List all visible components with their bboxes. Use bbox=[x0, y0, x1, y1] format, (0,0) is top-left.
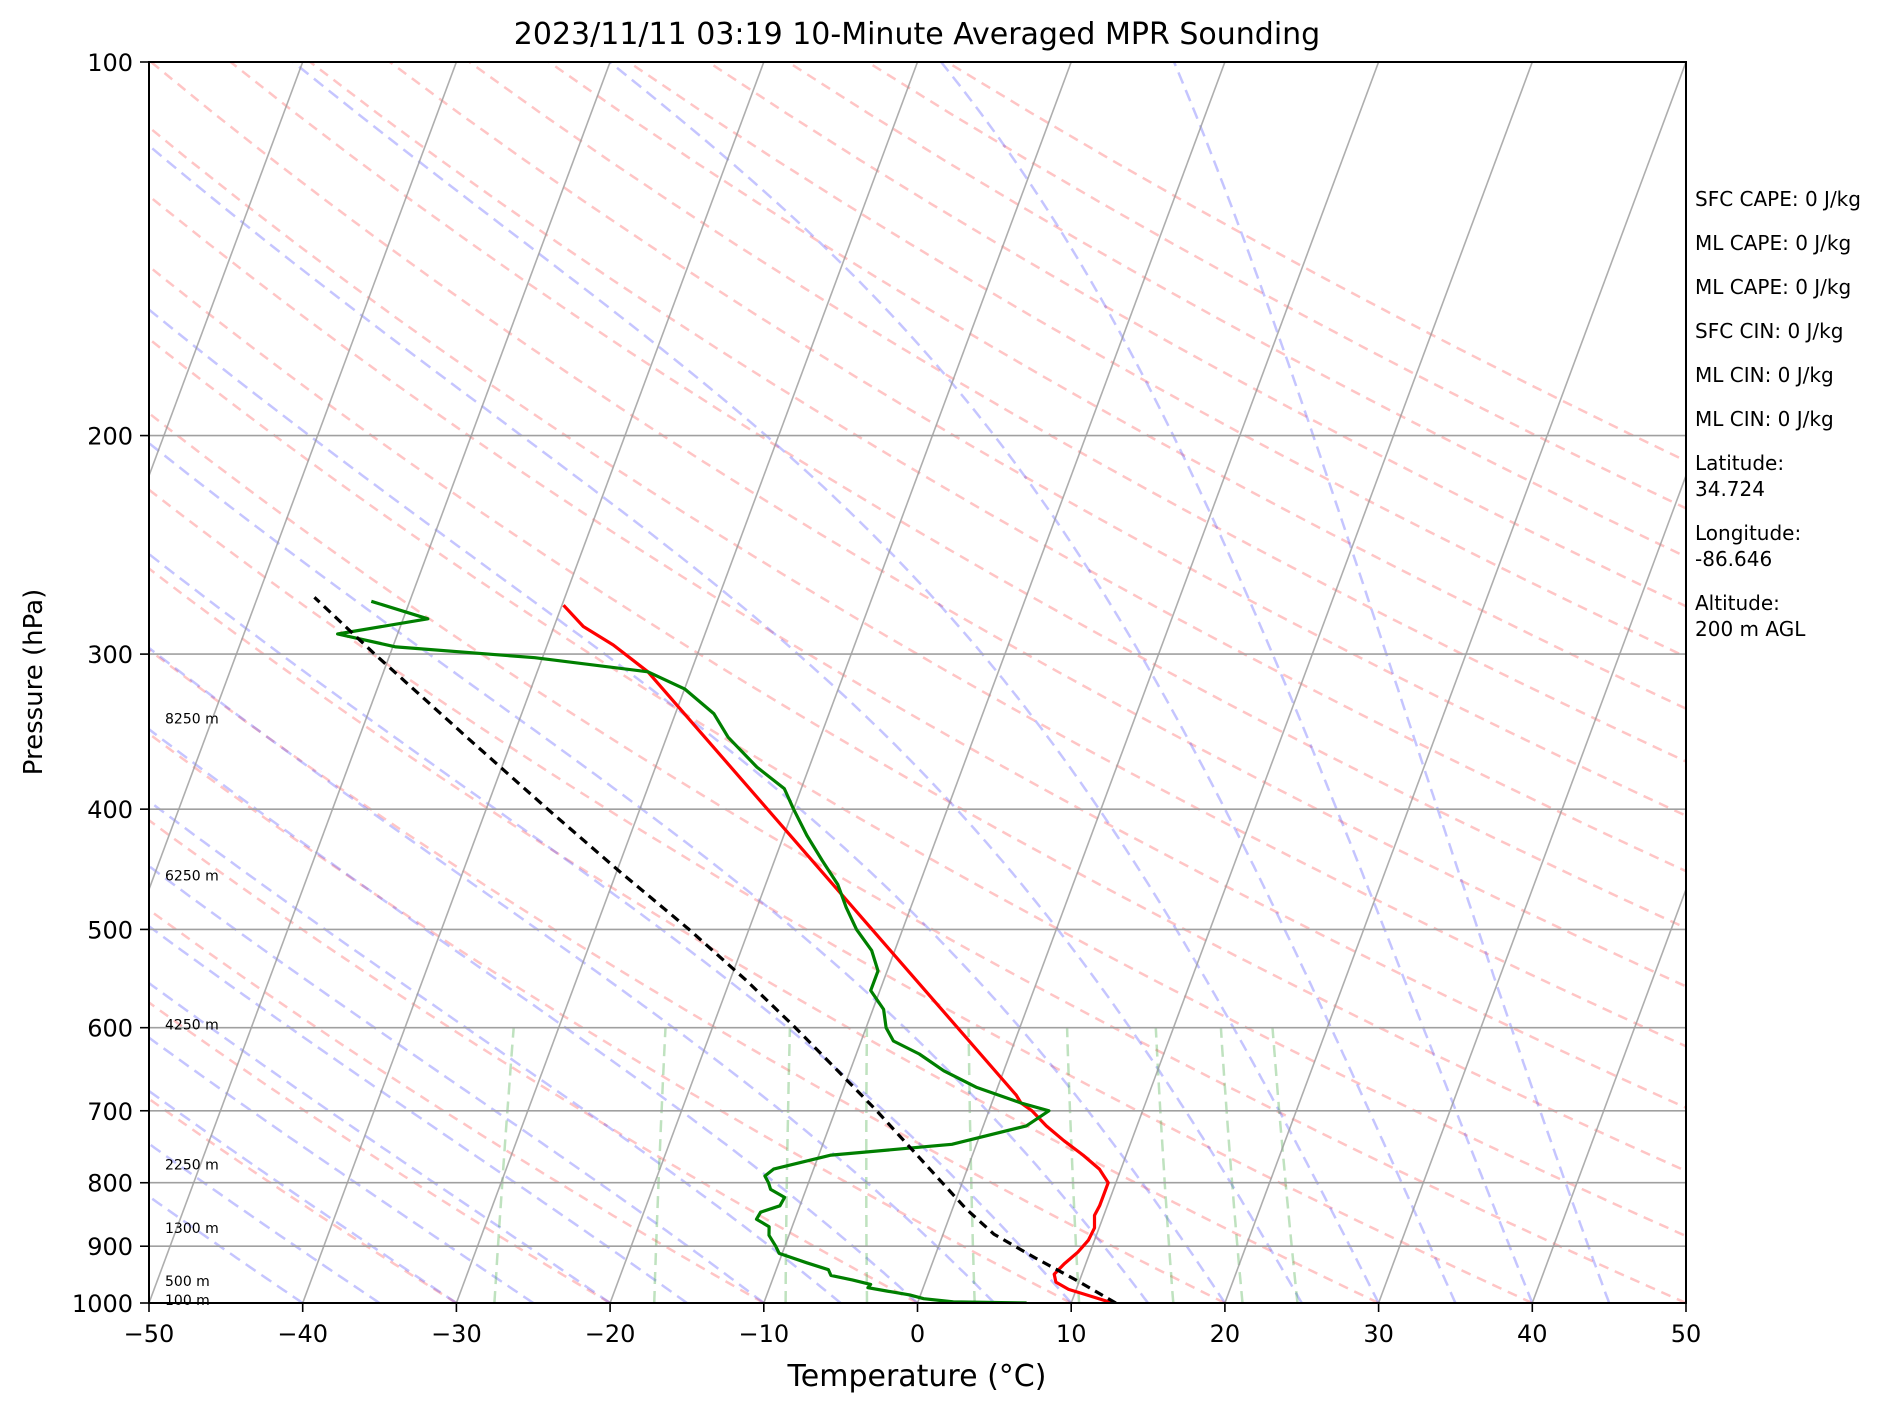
x-tick-label: 30 bbox=[1363, 1320, 1394, 1348]
y-tick-label: 200 bbox=[87, 423, 133, 451]
isotherm-line bbox=[1377, 473, 1686, 1303]
moist-adiabat-line bbox=[1172, 62, 1611, 1303]
x-tick-label: 0 bbox=[910, 1320, 925, 1348]
x-tick-label: −50 bbox=[124, 1320, 175, 1348]
y-tick-label: 300 bbox=[87, 641, 133, 669]
x-tick-label: −20 bbox=[585, 1320, 636, 1348]
chart-title: 2023/11/11 03:19 10-Minute Averaged MPR … bbox=[514, 17, 1320, 52]
dry-adiabat-line bbox=[149, 194, 1686, 1110]
ml-cape-text: ML CAPE: 0 J/kg bbox=[1695, 231, 1852, 255]
x-tick-label: 10 bbox=[1056, 1320, 1087, 1348]
isotherm-line bbox=[609, 62, 1072, 1303]
moist-adiabat-line bbox=[149, 864, 765, 1303]
dry-adiabat-line bbox=[149, 648, 1226, 1303]
x-tick-label: 40 bbox=[1517, 1320, 1548, 1348]
dry-adiabat-line bbox=[149, 411, 1686, 1303]
moist-adiabat-line bbox=[149, 799, 842, 1303]
y-tick-label: 1000 bbox=[72, 1290, 133, 1318]
moist-adiabat-line bbox=[149, 924, 688, 1303]
y-tick-label: 100 bbox=[87, 49, 133, 77]
isotherm-line bbox=[1224, 62, 1686, 1303]
moist-adiabat-line bbox=[149, 646, 996, 1303]
dry-adiabat-line bbox=[229, 62, 1686, 930]
isotherm-line bbox=[455, 62, 919, 1303]
dewpoint-line bbox=[336, 599, 1051, 1303]
x-tick-label: 20 bbox=[1210, 1320, 1241, 1348]
ml-cape-text-2: ML CAPE: 0 J/kg bbox=[1695, 275, 1852, 299]
dry-adiabat-line bbox=[149, 818, 919, 1303]
moist-adiabat-line bbox=[609, 62, 1457, 1303]
dry-adiabat-line bbox=[389, 62, 1686, 818]
parcel-line bbox=[313, 596, 1117, 1303]
moist-adiabat-line bbox=[149, 981, 611, 1303]
height-label: 100 m bbox=[165, 1293, 210, 1309]
isotherm-line bbox=[301, 62, 765, 1303]
y-axis-label: Pressure (hPa) bbox=[19, 589, 49, 776]
mixing-ratio-line bbox=[865, 1027, 869, 1303]
latitude-text: Latitude: 34.724 bbox=[1695, 451, 1785, 501]
x-axis-label: Temperature (°C) bbox=[787, 1359, 1047, 1394]
dry-adiabat-line bbox=[627, 62, 1686, 659]
dry-adiabat-line bbox=[149, 1097, 458, 1303]
dry-adiabat-line bbox=[149, 337, 1686, 1238]
y-tick-label: 700 bbox=[87, 1098, 133, 1126]
x-tick-label: 50 bbox=[1671, 1320, 1702, 1348]
height-label: 1300 m bbox=[165, 1221, 219, 1237]
x-tick-label: −40 bbox=[277, 1320, 328, 1348]
y-tick-label: 900 bbox=[87, 1233, 133, 1261]
height-label: 4250 m bbox=[165, 1018, 219, 1034]
altitude-text: Altitude: 200 m AGL bbox=[1695, 591, 1806, 641]
isotherm-line bbox=[916, 62, 1380, 1303]
moist-adiabat-line bbox=[149, 441, 1150, 1303]
dry-adiabat-line bbox=[149, 732, 1072, 1303]
mixing-ratio-line bbox=[967, 1027, 976, 1303]
y-tick-label: 600 bbox=[87, 1015, 133, 1043]
mixing-ratio-line bbox=[1219, 1027, 1244, 1303]
moist-adiabat-line bbox=[149, 307, 1226, 1303]
isotherm-line bbox=[1070, 62, 1534, 1303]
x-tick-label: −10 bbox=[738, 1320, 789, 1348]
moist-adiabat-line bbox=[149, 1194, 304, 1303]
height-label: 8250 m bbox=[165, 712, 219, 728]
mixing-ratio-line bbox=[652, 1027, 667, 1303]
moist-adiabat-line bbox=[149, 1142, 381, 1303]
y-tick-label: 800 bbox=[87, 1170, 133, 1198]
moist-adiabat-line bbox=[292, 62, 1380, 1303]
isotherm-line bbox=[149, 62, 304, 478]
y-tick-label: 500 bbox=[87, 916, 133, 944]
moist-adiabat-line bbox=[149, 552, 1073, 1303]
dry-adiabat-line bbox=[149, 908, 765, 1303]
isotherm-line bbox=[149, 62, 458, 892]
ml-cin-text-2: ML CIN: 0 J/kg bbox=[1695, 407, 1834, 431]
mixing-ratio-line bbox=[493, 1027, 515, 1303]
height-label: 500 m bbox=[165, 1274, 210, 1290]
moist-adiabat-line bbox=[149, 1036, 534, 1303]
x-tick-label: −30 bbox=[431, 1320, 482, 1348]
dry-adiabat-line bbox=[309, 62, 1686, 873]
dry-adiabat-line bbox=[149, 125, 1686, 1048]
moist-adiabat-line bbox=[149, 1089, 458, 1303]
height-label: 2250 m bbox=[165, 1158, 219, 1174]
y-tick-label: 400 bbox=[87, 796, 133, 824]
temperature-line bbox=[562, 604, 1114, 1303]
dry-adiabat-line bbox=[548, 62, 1686, 710]
dry-adiabat-line bbox=[149, 488, 1533, 1303]
moist-adiabat-line bbox=[940, 62, 1534, 1303]
sounding-parameters-panel: SFC CAPE: 0 J/kg ML CAPE: 0 J/kg ML CAPE… bbox=[1695, 186, 1885, 660]
height-label: 6250 m bbox=[165, 869, 219, 885]
moist-adiabat-line bbox=[149, 727, 919, 1303]
ml-cin-text: ML CIN: 0 J/kg bbox=[1695, 363, 1834, 387]
sfc-cin-text: SFC CIN: 0 J/kg bbox=[1695, 319, 1844, 343]
isotherm-line bbox=[1531, 887, 1686, 1303]
isotherm-line bbox=[763, 62, 1226, 1303]
moist-adiabat-line bbox=[149, 144, 1303, 1303]
isotherm-line bbox=[149, 62, 611, 1303]
longitude-text: Longitude: -86.646 bbox=[1695, 521, 1802, 571]
sfc-cape-text: SFC CAPE: 0 J/kg bbox=[1695, 187, 1861, 211]
